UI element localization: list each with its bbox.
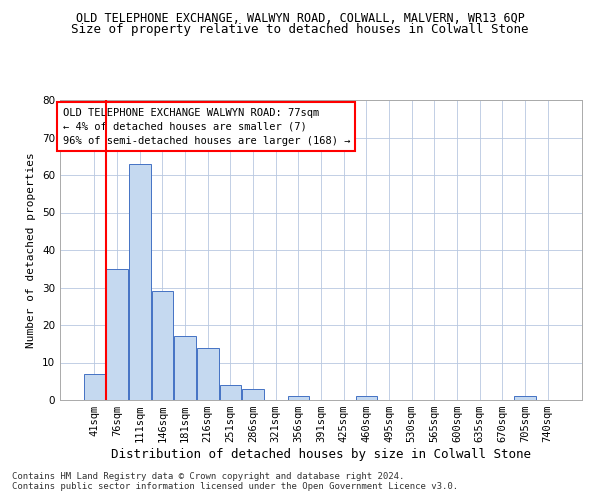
Text: Contains HM Land Registry data © Crown copyright and database right 2024.: Contains HM Land Registry data © Crown c… [12,472,404,481]
Bar [514,396,536,400]
Text: Contains public sector information licensed under the Open Government Licence v3: Contains public sector information licen… [12,482,458,491]
Bar [84,374,105,400]
Text: OLD TELEPHONE EXCHANGE, WALWYN ROAD, COLWALL, MALVERN, WR13 6QP: OLD TELEPHONE EXCHANGE, WALWYN ROAD, COL… [76,12,524,26]
Bar [356,396,377,400]
Y-axis label: Number of detached properties: Number of detached properties [26,152,37,348]
Bar [129,164,151,400]
Text: Size of property relative to detached houses in Colwall Stone: Size of property relative to detached ho… [71,22,529,36]
Bar [175,336,196,400]
Bar [152,291,173,400]
Bar [220,385,241,400]
Bar [242,389,264,400]
Bar [106,269,128,400]
X-axis label: Distribution of detached houses by size in Colwall Stone: Distribution of detached houses by size … [111,448,531,461]
Bar [197,348,218,400]
Text: OLD TELEPHONE EXCHANGE WALWYN ROAD: 77sqm
← 4% of detached houses are smaller (7: OLD TELEPHONE EXCHANGE WALWYN ROAD: 77sq… [62,108,350,146]
Bar [287,396,309,400]
